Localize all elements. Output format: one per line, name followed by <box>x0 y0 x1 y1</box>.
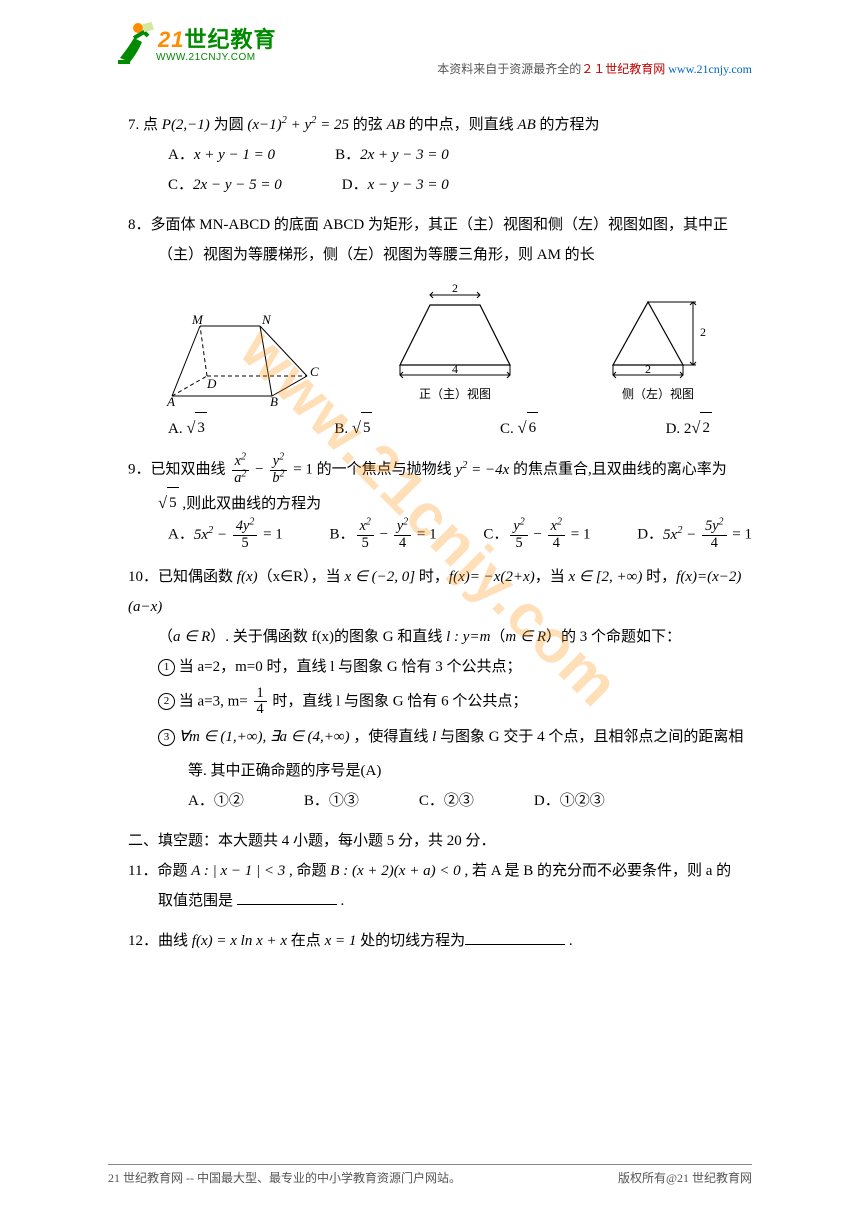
q10-opt-d: D．①②③ <box>534 786 605 816</box>
q7-opt-d: D．x − y − 3 = 0 <box>342 170 449 200</box>
q8-opt-a: A. 3 <box>168 411 207 444</box>
svg-text:4: 4 <box>452 362 458 376</box>
q9-opt-c: C．y25 − x24 = 1 <box>483 519 590 551</box>
footer-left: 21 世纪教育网 -- 中国最大型、最专业的中小学教育资源门户网站。 <box>108 1169 461 1186</box>
page-header: 21世纪教育 WWW.21CNJY.COM 本资料来自于资源最齐全的２１世纪教育… <box>0 0 860 80</box>
question-10: 10．已知偶函数 f(x)（x∈R），当 x ∈ (−2, 0] 时，f(x)=… <box>128 562 752 816</box>
q10-opt-c: C．②③ <box>419 786 474 816</box>
svg-text:2: 2 <box>645 362 651 376</box>
q12-blank <box>465 929 565 945</box>
svg-text:M: M <box>191 312 204 327</box>
q10-opt-b: B．①③ <box>304 786 359 816</box>
q9-opt-a: A．5x2 − 4y25 = 1 <box>168 519 283 551</box>
q9-opt-b: B．x25 − y24 = 1 <box>330 519 437 551</box>
header-tagline: 本资料来自于资源最齐全的２１世纪教育网 www.21cnjy.com <box>437 60 752 77</box>
page-footer: 21 世纪教育网 -- 中国最大型、最专业的中小学教育资源门户网站。 版权所有@… <box>0 1164 860 1186</box>
logo-url: WWW.21CNJY.COM <box>156 52 277 63</box>
question-9: 9．已知双曲线 x2a2 − y2b2 = 1 的一个焦点与抛物线 y2 = −… <box>128 454 752 552</box>
q8-opt-d: D. 22 <box>666 411 712 444</box>
q9-frac2: y2b2 <box>269 454 287 486</box>
q9-frac1: x2a2 <box>231 454 249 486</box>
q9-opt-d: D．5x2 − 5y24 = 1 <box>637 519 752 551</box>
q7-opt-b: B．2x + y − 3 = 0 <box>335 140 449 170</box>
section-2-heading: 二、填空题：本大题共 4 小题，每小题 5 分，共 20 分． <box>128 826 752 856</box>
q8-fig-front: 2 4 正（主）视图 <box>370 280 540 406</box>
q7-options: A．x + y − 1 = 0 B．2x + y − 3 = 0 C．2x − … <box>128 140 752 200</box>
q7-opt-a: A．x + y − 1 = 0 <box>168 140 275 170</box>
svg-text:2: 2 <box>700 325 706 339</box>
logo-text: 21世纪教育 WWW.21CNJY.COM <box>156 22 277 63</box>
logo: 21世纪教育 WWW.21CNJY.COM <box>108 18 277 66</box>
q7-point: P(2,−1) <box>162 117 210 133</box>
q11-blank <box>237 889 337 905</box>
q8-figures: A B C D M N 2 <box>128 280 752 406</box>
svg-text:A: A <box>166 394 175 406</box>
footer-right: 版权所有@21 世纪教育网 <box>618 1169 752 1186</box>
q10-prop-1: 1 当 a=2，m=0 时，直线 l 与图象 G 恰有 3 个公共点； <box>128 652 752 682</box>
q8-options: A. 3 B. 5 C. 6 D. 22 <box>128 411 752 444</box>
question-11: 11．命题 A : | x − 1 | < 3 , 命题 B : (x + 2)… <box>128 856 752 916</box>
q7-circle: (x−1)2 + y2 = 25 <box>247 117 349 133</box>
page: 21世纪教育 WWW.21CNJY.COM 本资料来自于资源最齐全的２１世纪教育… <box>0 0 860 1216</box>
svg-text:C: C <box>310 364 319 379</box>
q8-fig-3d: A B C D M N <box>152 306 322 406</box>
question-8: 8．多面体 MN-ABCD 的底面 ABCD 为矩形，其正（主）视图和侧（左）视… <box>128 210 752 444</box>
svg-text:2: 2 <box>452 281 458 295</box>
svg-text:D: D <box>206 376 217 391</box>
logo-figure-icon <box>108 18 156 66</box>
q10-prop-3: 3 ∀m ∈ (1,+∞), ∃a ∈ (4,+∞) ，使得直线 l 与图象 G… <box>128 722 752 752</box>
svg-text:B: B <box>270 394 278 406</box>
svg-text:N: N <box>261 312 272 327</box>
q8-opt-b: B. 5 <box>334 411 372 444</box>
q10-opt-a: A．①② <box>188 786 244 816</box>
q10-options: A．①② B．①③ C．②③ D．①②③ <box>128 786 752 816</box>
q7-opt-c: C．2x − y − 5 = 0 <box>168 170 282 200</box>
q9-options: A．5x2 − 4y25 = 1 B．x25 − y24 = 1 C．y25 −… <box>128 519 752 551</box>
q8-opt-c: C. 6 <box>500 411 538 444</box>
q8-fig-side: 2 2 侧（左）视图 <box>588 280 728 406</box>
logo-21: 21 <box>158 27 184 52</box>
question-7: 7. 点 P(2,−1) 为圆 (x−1)2 + y2 = 25 的弦 AB 的… <box>128 110 752 200</box>
question-12: 12．曲线 f(x) = x ln x + x 在点 x = 1 处的切线方程为… <box>128 926 752 956</box>
content-area: www.21cnjy.com 7. 点 P(2,−1) 为圆 (x−1)2 + … <box>0 80 860 956</box>
q10-prop-2: 2 当 a=3, m= 14 时，直线 l 与图象 G 恰有 6 个公共点； <box>128 686 752 718</box>
